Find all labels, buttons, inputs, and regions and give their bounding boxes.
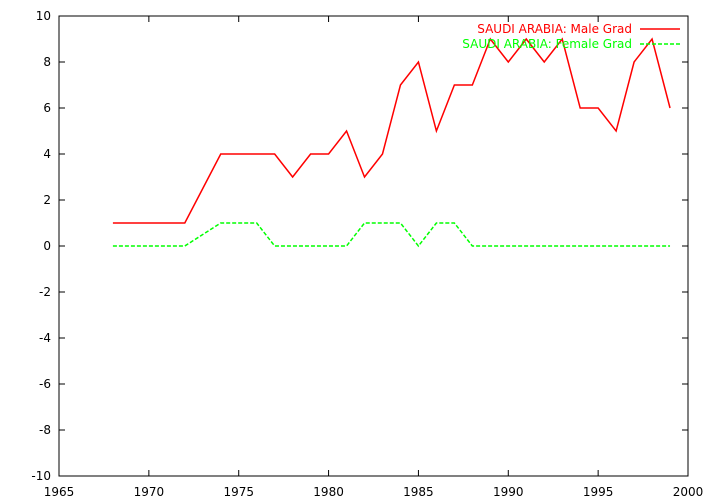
x-tick-label: 2000 — [673, 485, 704, 499]
y-tick-label: 4 — [43, 147, 51, 161]
x-tick-label: 1980 — [313, 485, 344, 499]
x-tick-label: 1965 — [44, 485, 75, 499]
y-tick-label: 2 — [43, 193, 51, 207]
axes: 1965 1970 1975 1980 1985 1990 1995 2000 -10 -8 -6 -… — [31, 9, 703, 499]
x-tick-label: 1970 — [134, 485, 165, 499]
y-tick-label: -8 — [39, 423, 51, 437]
x-tick-label: 1995 — [583, 485, 614, 499]
y-tick-label: 6 — [43, 101, 51, 115]
x-tick-label: 1985 — [403, 485, 434, 499]
series-layer — [112, 37, 671, 248]
y-tick-label: -4 — [39, 331, 51, 345]
series-line-2 — [112, 222, 671, 248]
x-tick-label: 1975 — [223, 485, 254, 499]
x-tick-label: 1990 — [493, 485, 524, 499]
series-line-1 — [112, 37, 671, 224]
legend-label-2: SAUDI ARABIA: Female Grad — [462, 37, 632, 51]
y-tick-label: 8 — [43, 55, 51, 69]
y-tick-label: -2 — [39, 285, 51, 299]
y-tick-label: 10 — [36, 9, 51, 23]
y-tick-label: -6 — [39, 377, 51, 391]
y-tick-label: -10 — [31, 469, 51, 483]
legend-label-1: SAUDI ARABIA: Male Grad — [477, 22, 632, 36]
y-tick-label: 0 — [43, 239, 51, 253]
